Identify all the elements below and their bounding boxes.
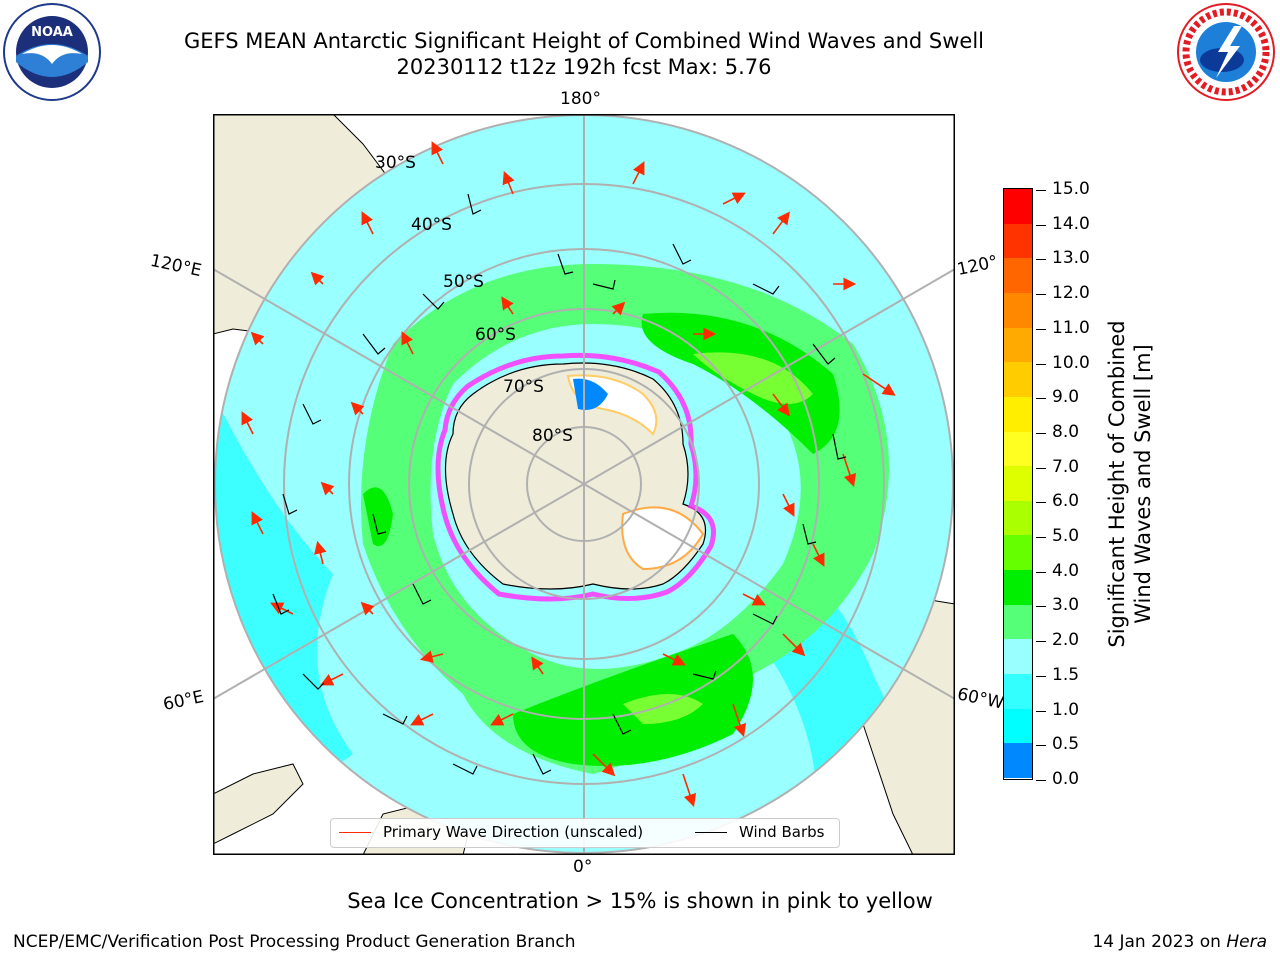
colorbar-tick bbox=[1036, 710, 1046, 712]
lat-label-60s: 60°S bbox=[475, 325, 516, 345]
colorbar-title-line2: Wind Waves and Swell [m] bbox=[1131, 344, 1155, 624]
map-border bbox=[213, 114, 955, 855]
colorbar-tick bbox=[1036, 398, 1046, 400]
land-africa bbox=[213, 763, 304, 845]
sea-ice-weddell bbox=[621, 506, 705, 571]
colorbar bbox=[1003, 188, 1033, 780]
colorbar-tick-label: 14.0 bbox=[1052, 213, 1090, 234]
wave-field-band-5-6-south bbox=[623, 694, 703, 724]
colorbar-title: Significant Height of Combined Wind Wave… bbox=[1104, 294, 1156, 674]
lon-label-120w: 120° bbox=[955, 251, 1000, 281]
footer-date-text: 14 Jan 2023 on bbox=[1092, 932, 1227, 952]
colorbar-tick bbox=[1036, 745, 1046, 747]
sea-ice-edge bbox=[435, 352, 716, 602]
colorbar-tick bbox=[1036, 641, 1046, 643]
colorbar-tick-label: 0.5 bbox=[1052, 734, 1080, 755]
colorbar-segment bbox=[1004, 743, 1032, 779]
colorbar-segment bbox=[1004, 362, 1032, 398]
colorbar-tick bbox=[1036, 294, 1046, 296]
colorbar-tick-label: 8.0 bbox=[1052, 421, 1080, 442]
colorbar-segment bbox=[1004, 258, 1032, 294]
colorbar-segment bbox=[1004, 431, 1032, 467]
sea-ice-note: Sea Ice Concentration > 15% is shown in … bbox=[347, 889, 933, 913]
wave-field-band-4-5-south bbox=[513, 634, 753, 766]
colorbar-segment bbox=[1004, 535, 1032, 571]
colorbar-segment bbox=[1004, 570, 1032, 606]
chart-subtitle: 20230112 t12z 192h fcst Max: 5.76 bbox=[396, 55, 772, 79]
colorbar-tick-label: 11.0 bbox=[1052, 317, 1090, 338]
lat-label-40s: 40°S bbox=[411, 215, 452, 235]
colorbar-tick bbox=[1036, 224, 1046, 226]
colorbar-tick bbox=[1036, 190, 1046, 191]
nws-logo-icon bbox=[1177, 3, 1275, 101]
colorbar-tick bbox=[1036, 328, 1046, 330]
noaa-logo-icon: NOAA bbox=[3, 3, 101, 101]
lat-label-70s: 70°S bbox=[503, 377, 544, 397]
lon-label-180: 180° bbox=[560, 89, 601, 109]
lon-label-60e: 60°E bbox=[161, 686, 206, 716]
colorbar-tick-label: 9.0 bbox=[1052, 387, 1080, 408]
wave-field-band-4-5-west bbox=[363, 487, 393, 546]
colorbar-segment bbox=[1004, 327, 1032, 363]
colorbar-tick-label: 12.0 bbox=[1052, 283, 1090, 304]
ross-sea-blue bbox=[573, 378, 608, 410]
colorbar-tick-label: 3.0 bbox=[1052, 595, 1080, 616]
colorbar-tick-label: 15.0 bbox=[1052, 179, 1090, 199]
colorbar-segment bbox=[1004, 604, 1032, 640]
colorbar-tick-label: 4.0 bbox=[1052, 560, 1080, 581]
colorbar-tick bbox=[1036, 571, 1046, 573]
lon-label-0: 0° bbox=[573, 857, 593, 877]
colorbar-segment bbox=[1004, 674, 1032, 710]
wave-field-band-5-6 bbox=[693, 352, 813, 404]
colorbar-tick-label: 7.0 bbox=[1052, 456, 1080, 477]
colorbar-segment bbox=[1004, 396, 1032, 433]
colorbar-segment bbox=[1004, 292, 1032, 329]
noaa-logo-text: NOAA bbox=[31, 25, 73, 40]
colorbar-title-line1: Significant Height of Combined bbox=[1105, 320, 1129, 648]
lon-label-120e: 120°E bbox=[148, 250, 204, 282]
colorbar-tick bbox=[1036, 432, 1046, 434]
colorbar-tick-label: 6.0 bbox=[1052, 491, 1080, 512]
lat-label-50s: 50°S bbox=[443, 272, 484, 292]
colorbar-segment bbox=[1004, 708, 1032, 744]
colorbar-tick bbox=[1036, 259, 1046, 261]
legend-wind-barbs: Wind Barbs bbox=[739, 823, 825, 841]
colorbar-segment bbox=[1004, 466, 1032, 502]
polar-map: 30°S 40°S 50°S 60°S 70°S 80°S bbox=[213, 114, 955, 855]
colorbar-tick bbox=[1036, 606, 1046, 608]
lon-label-60w: 60°W bbox=[955, 684, 1006, 714]
colorbar-tick bbox=[1036, 502, 1046, 504]
footer-host: Hera bbox=[1226, 932, 1267, 952]
colorbar-tick bbox=[1036, 780, 1046, 781]
wind-barbs bbox=[272, 193, 847, 775]
colorbar-tick-label: 1.5 bbox=[1052, 664, 1080, 685]
colorbar-tick bbox=[1036, 363, 1046, 365]
colorbar-tick-label: 2.0 bbox=[1052, 630, 1080, 651]
footer-credit: NCEP/EMC/Verification Post Processing Pr… bbox=[13, 932, 576, 952]
chart-title: GEFS MEAN Antarctic Significant Height o… bbox=[183, 29, 985, 53]
colorbar-tick-label: 13.0 bbox=[1052, 248, 1090, 269]
lon-lines bbox=[213, 114, 955, 855]
colorbar-tick-label: 10.0 bbox=[1052, 352, 1090, 373]
colorbar-segment bbox=[1004, 223, 1032, 259]
colorbar-segment bbox=[1004, 639, 1032, 675]
colorbar-tick bbox=[1036, 675, 1046, 677]
wave-direction-legend-icon bbox=[339, 831, 371, 833]
map-legend: Primary Wave Direction (unscaled) Wind B… bbox=[330, 818, 840, 848]
colorbar-tick-label: 5.0 bbox=[1052, 526, 1080, 547]
lat-label-30s: 30°S bbox=[375, 153, 416, 173]
wave-arrows bbox=[241, 141, 896, 808]
colorbar-tick-label: 1.0 bbox=[1052, 699, 1080, 720]
colorbar-segment bbox=[1004, 500, 1032, 536]
wind-barb-legend-icon bbox=[695, 831, 727, 833]
colorbar-tick-label: 0.0 bbox=[1052, 769, 1080, 789]
lat-label-80s: 80°S bbox=[532, 426, 573, 446]
colorbar-segment bbox=[1004, 189, 1032, 225]
colorbar-tick bbox=[1036, 537, 1046, 539]
colorbar-tick bbox=[1036, 467, 1046, 469]
legend-wave-direction: Primary Wave Direction (unscaled) bbox=[383, 823, 644, 841]
footer-date: 14 Jan 2023 on Hera bbox=[1092, 932, 1267, 952]
